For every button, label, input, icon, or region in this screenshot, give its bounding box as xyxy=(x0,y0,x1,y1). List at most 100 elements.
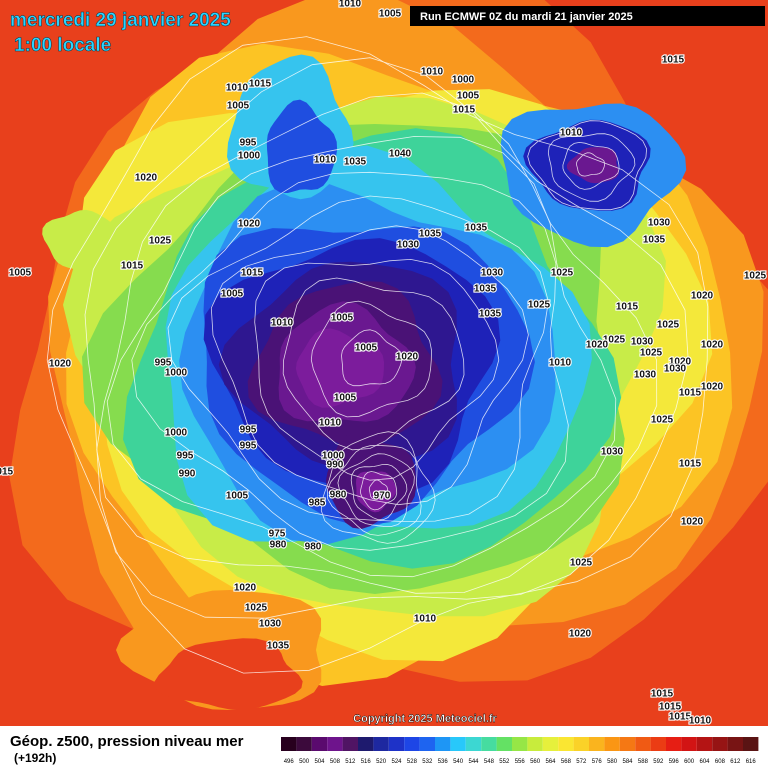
colorbar-cell xyxy=(296,737,311,751)
isobar-label: 1005 xyxy=(227,101,250,112)
isobar-label: 1025 xyxy=(570,558,593,569)
isobar-label: 1010 xyxy=(271,318,294,329)
isobar-label: 1025 xyxy=(245,603,268,614)
isobar-label: 1030 xyxy=(631,337,654,348)
colorbar-cell xyxy=(466,737,481,751)
colorbar-label: 508 xyxy=(330,759,341,765)
isobar-label: 995 xyxy=(177,451,194,462)
isobar-label: 1035 xyxy=(344,157,367,168)
isobar-label: 1035 xyxy=(643,235,666,246)
colorbar-label: 612 xyxy=(730,759,741,765)
isobar-label: 1020 xyxy=(681,517,704,528)
isobar-label: 1010 xyxy=(421,67,444,78)
isobar-label: 1000 xyxy=(165,428,188,439)
isobar-label: 1020 xyxy=(569,629,592,640)
colorbar-label: 584 xyxy=(622,759,633,765)
colorbar-cell xyxy=(743,737,758,751)
colorbar-cell xyxy=(327,737,342,751)
isobar-label: 1020 xyxy=(701,340,724,351)
colorbar-cell xyxy=(481,737,496,751)
isobar-label: 1030 xyxy=(481,268,504,279)
colorbar-label: 556 xyxy=(515,759,526,765)
isobar-label: 1020 xyxy=(49,359,72,370)
colorbar-cell xyxy=(358,737,373,751)
isobar-label: 1030 xyxy=(397,240,420,251)
colorbar-label: 544 xyxy=(468,759,479,765)
colorbar-label: 568 xyxy=(561,759,572,765)
isobar-label: 1005 xyxy=(334,393,357,404)
colorbar-cell xyxy=(435,737,450,751)
colorbar-label: 576 xyxy=(592,759,603,765)
isobar-label: 1015 xyxy=(662,55,685,66)
isobar-label: 1025 xyxy=(528,300,551,311)
legend-title: Géop. z500, pression niveau mer xyxy=(10,733,244,750)
isobar-label: 980 xyxy=(330,490,347,501)
colorbar-label: 592 xyxy=(653,759,664,765)
isobar-label: 980 xyxy=(305,542,322,553)
colorbar-label: 616 xyxy=(746,759,757,765)
isobar-label: 1005 xyxy=(9,268,32,279)
isobar-label: 995 xyxy=(240,138,257,149)
isobar-label: 1000 xyxy=(165,368,188,379)
isobar-label: 1030 xyxy=(648,218,671,229)
colorbar-label: 552 xyxy=(499,759,510,765)
isobar-label: 1020 xyxy=(238,219,261,230)
isobar-label: 990 xyxy=(179,469,196,480)
isobar-label: 1015 xyxy=(249,79,272,90)
colorbar-cell xyxy=(527,737,542,751)
colorbar-label: 596 xyxy=(669,759,680,765)
isobar-label: 1010 xyxy=(319,418,342,429)
colorbar-label: 548 xyxy=(484,759,495,765)
isobar-label: 995 xyxy=(240,441,257,452)
colorbar-label: 580 xyxy=(607,759,618,765)
isobar-label: 1010 xyxy=(560,128,583,139)
colorbar-cell xyxy=(681,737,696,751)
colorbar-label: 608 xyxy=(715,759,726,765)
isobar-label: 1005 xyxy=(221,289,244,300)
isobar-label: 1010 xyxy=(339,0,362,10)
isobar-label: 1030 xyxy=(601,447,624,458)
isobar-label: 1025 xyxy=(744,271,767,282)
colorbar-cell xyxy=(373,737,388,751)
isobar-label: 1020 xyxy=(396,352,419,363)
isobar-label: 1035 xyxy=(419,229,442,240)
colorbar-label: 540 xyxy=(453,759,464,765)
isobar-label: 1000 xyxy=(452,75,475,86)
colorbar-cell xyxy=(635,737,650,751)
colorbar-label: 524 xyxy=(391,759,402,765)
isobar-label: 1035 xyxy=(267,641,290,652)
isobar-label: 1025 xyxy=(149,236,172,247)
isobar-label: 1015 xyxy=(651,689,674,700)
isobar-label: 1025 xyxy=(651,415,674,426)
colorbar-cell xyxy=(728,737,743,751)
isobar-label: 1015 xyxy=(679,388,702,399)
copyright: Copyright 2025 Meteociel.fr xyxy=(353,713,497,725)
colorbar-cell xyxy=(666,737,681,751)
isobar-label: 1005 xyxy=(355,343,378,354)
colorbar-label: 496 xyxy=(284,759,295,765)
isobar-label: 1020 xyxy=(135,173,158,184)
colorbar-cell xyxy=(604,737,619,751)
isobar-label: 1025 xyxy=(551,268,574,279)
isobar-label: 1015 xyxy=(0,467,14,478)
isobar-label: 1025 xyxy=(657,320,680,331)
isobar-label: 990 xyxy=(327,460,344,471)
colorbar-cell xyxy=(574,737,589,751)
isobar-label: 1005 xyxy=(331,313,354,324)
colorbar-cell xyxy=(450,737,465,751)
colorbar-cell xyxy=(712,737,727,751)
colorbar-label: 500 xyxy=(299,759,310,765)
isobar-label: 1005 xyxy=(226,491,249,502)
colorbar-label: 604 xyxy=(699,759,710,765)
isobar-label: 1030 xyxy=(259,619,282,630)
colorbar-label: 564 xyxy=(545,759,556,765)
isobar-label: 1020 xyxy=(234,583,257,594)
isobar-label: 1030 xyxy=(634,370,657,381)
colorbar-label: 572 xyxy=(576,759,587,765)
isobar-label: 1020 xyxy=(701,382,724,393)
colorbar-cell xyxy=(497,737,512,751)
time: 1:00 locale xyxy=(14,35,111,56)
isobar-label: 975 xyxy=(269,529,286,540)
